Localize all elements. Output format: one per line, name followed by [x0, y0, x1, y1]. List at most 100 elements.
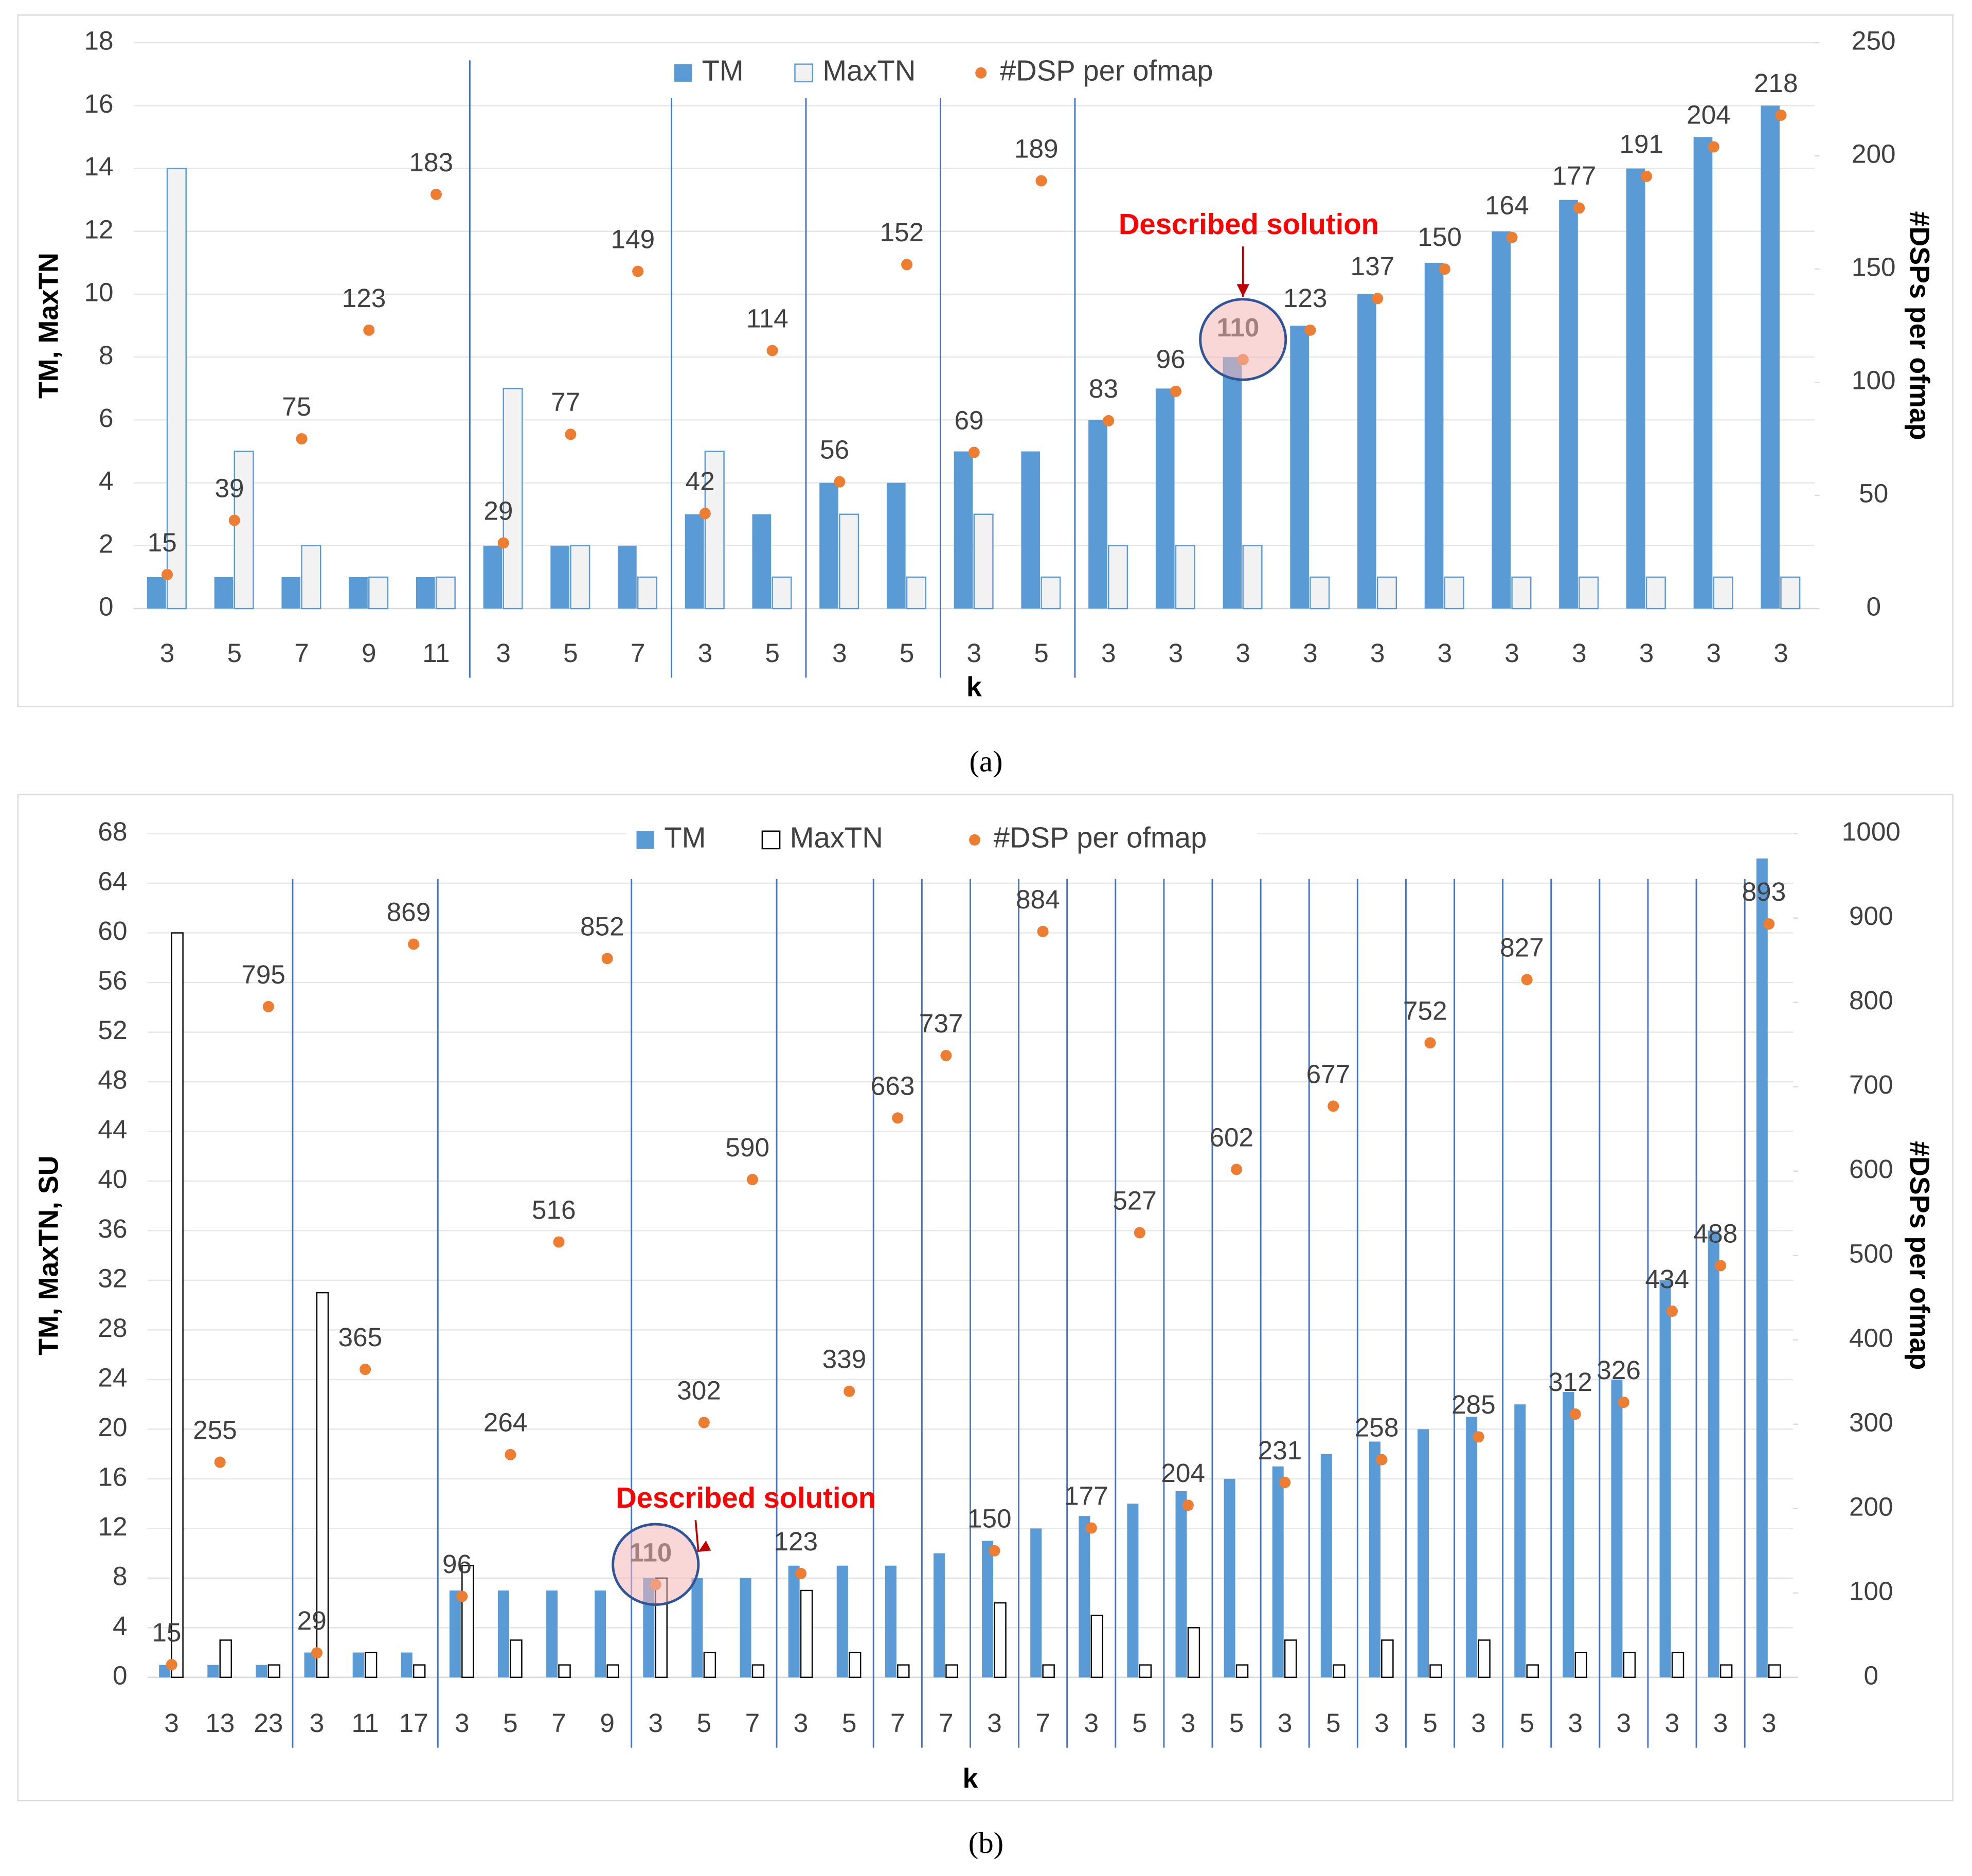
y-tick-label: 44 — [98, 1115, 127, 1144]
data-label: 137 — [1351, 252, 1395, 281]
y-axis-title: TM, MaxTN, SU — [33, 1156, 64, 1355]
x-tick-label: 3 — [648, 1708, 663, 1738]
bar — [836, 1565, 848, 1677]
dot — [940, 1049, 952, 1061]
dot — [892, 1112, 904, 1124]
dot — [1035, 175, 1047, 187]
data-label: 737 — [919, 1009, 963, 1038]
dot — [1376, 1454, 1388, 1466]
dot — [1506, 231, 1518, 243]
y2-tick-label: 200 — [1849, 1492, 1893, 1521]
bar — [510, 1639, 523, 1678]
y-tick-label: 8 — [99, 341, 114, 370]
y2-axis-title: #DSPs per ofmap — [1904, 211, 1935, 440]
x-tick-label: 3 — [1617, 1708, 1632, 1738]
dot — [1666, 1305, 1678, 1317]
data-label: 150 — [967, 1504, 1012, 1533]
bar — [461, 1565, 474, 1678]
dot — [795, 1568, 807, 1580]
x-tick-label: 5 — [503, 1708, 518, 1738]
bar — [1155, 388, 1175, 609]
dot — [505, 1449, 516, 1460]
bar — [1756, 858, 1768, 1677]
dot — [214, 1456, 226, 1468]
dot — [968, 446, 980, 458]
y-tick-label: 0 — [99, 592, 114, 621]
dot — [1103, 415, 1115, 426]
data-label: 152 — [880, 218, 924, 247]
bar — [368, 576, 389, 610]
bar — [703, 1652, 716, 1678]
data-label: 189 — [1014, 134, 1059, 163]
bar — [1444, 576, 1464, 610]
x-tick-label: 3 — [1101, 638, 1116, 668]
bar — [1424, 262, 1444, 609]
data-label: 602 — [1209, 1122, 1253, 1152]
data-label: 752 — [1403, 996, 1447, 1025]
legend-swatch — [636, 831, 654, 849]
x-tick-label: 7 — [551, 1708, 566, 1738]
y-tick-label: 24 — [98, 1363, 127, 1392]
dot — [1328, 1100, 1339, 1112]
x-tick-label: 3 — [1762, 1708, 1777, 1738]
data-label: 827 — [1500, 933, 1544, 962]
annotation: Described solution — [616, 1481, 876, 1514]
x-axis-title: k — [966, 672, 982, 703]
bar — [1139, 1664, 1152, 1678]
data-label: 83 — [1089, 374, 1118, 403]
x-tick-label: 3 — [160, 638, 175, 668]
bar — [1187, 1627, 1200, 1678]
bar — [550, 545, 569, 609]
data-label: 869 — [387, 897, 431, 926]
dot — [1304, 324, 1316, 336]
y-axis-title: TM, MaxTN — [33, 253, 64, 399]
data-label: 663 — [871, 1071, 915, 1100]
y-tick-label: 2 — [99, 529, 114, 558]
bar — [401, 1652, 413, 1677]
data-label: 39 — [214, 473, 244, 503]
bar — [637, 576, 658, 610]
bar — [1357, 294, 1376, 609]
data-label: 69 — [954, 405, 983, 435]
dot — [360, 1364, 371, 1375]
x-tick-label: 3 — [1084, 1708, 1099, 1738]
dot — [1641, 170, 1653, 182]
bar — [1042, 1664, 1055, 1678]
dot — [989, 1545, 1000, 1557]
data-label: 302 — [677, 1375, 721, 1405]
dot — [311, 1647, 322, 1659]
dot — [1279, 1476, 1291, 1488]
dot — [1708, 141, 1719, 153]
x-tick-label: 3 — [310, 1708, 325, 1738]
bar — [752, 514, 772, 609]
data-label: 218 — [1754, 68, 1798, 98]
dot — [565, 428, 577, 440]
data-label: 795 — [241, 960, 285, 989]
x-tick-label: 5 — [842, 1708, 857, 1738]
bar — [1290, 326, 1309, 609]
data-label: 488 — [1694, 1219, 1738, 1248]
bar — [558, 1664, 571, 1678]
data-label: 164 — [1485, 190, 1529, 220]
x-tick-label: 5 — [1034, 638, 1049, 668]
legend-swatch — [975, 67, 987, 79]
bar — [618, 545, 637, 609]
x-tick-label: 13 — [205, 1708, 235, 1738]
bar — [1175, 545, 1195, 610]
bar — [897, 1664, 910, 1678]
dot — [456, 1591, 468, 1602]
bar — [772, 576, 792, 610]
dot — [166, 1659, 177, 1671]
y-tick-label: 64 — [98, 867, 127, 896]
dot — [1182, 1499, 1194, 1511]
dot — [1231, 1164, 1243, 1175]
dot — [296, 433, 308, 445]
data-label: 264 — [483, 1408, 528, 1437]
dot — [844, 1385, 855, 1397]
y2-tick-label: 0 — [1864, 1660, 1879, 1690]
legend-label: #DSP per ofmap — [1000, 55, 1213, 87]
legend-label: MaxTN — [822, 55, 916, 87]
y-tick-label: 52 — [98, 1015, 127, 1045]
data-label: 150 — [1418, 222, 1462, 252]
